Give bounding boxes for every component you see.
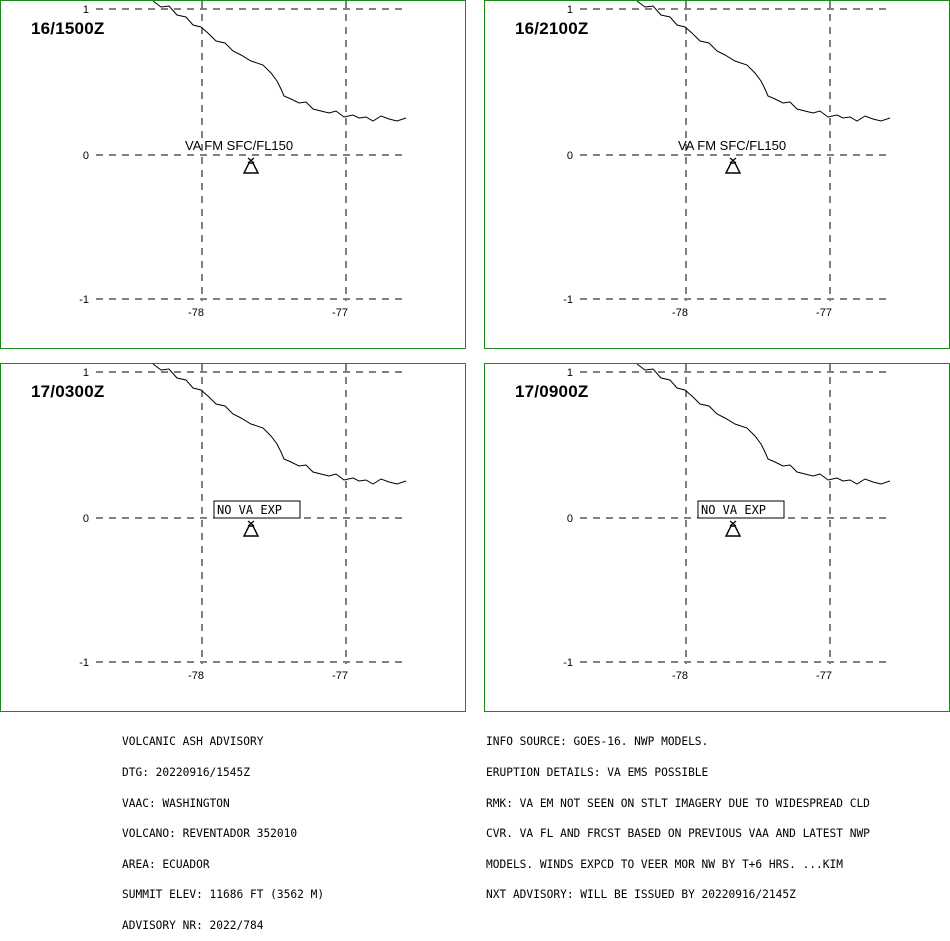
advisory-line: RMK: VA EM NOT SEEN ON STLT IMAGERY DUE … [486, 796, 870, 810]
advisory-line: AREA: ECUADOR [122, 857, 210, 871]
lat-tick-label: -1 [563, 294, 573, 306]
map-panel-2: 1 0 -1 -78 -77 VA FM SFC/FL150 16/2100Z [484, 0, 950, 349]
advisory-line: DTG: 20220916/1545Z [122, 766, 250, 779]
lat-tick-label: 1 [567, 367, 573, 379]
map-panel-3: 1 0 -1 -78 -77 NO VA EXP 17/0300Z [0, 363, 466, 712]
lat-tick-label: -1 [79, 657, 89, 669]
lat-tick-label: 1 [83, 367, 89, 379]
lat-tick-label: 1 [567, 4, 573, 16]
map-canvas: 1 0 -1 -78 -77 NO VA EXP [79, 364, 407, 682]
lon-tick-label: -78 [188, 307, 204, 319]
lat-tick-label: -1 [79, 294, 89, 306]
advisory-line: SUMMIT ELEV: 11686 FT (3562 M) [122, 888, 325, 902]
coastline [152, 364, 407, 485]
valid-time-label: 16/1500Z [31, 19, 105, 38]
volcano-icon [242, 157, 260, 174]
lon-tick-label: -78 [672, 670, 688, 682]
advisory-line: VOLCANIC ASH ADVISORY [122, 735, 264, 749]
no-ash-label: NO VA EXP [701, 503, 766, 517]
advisory-line: ADVISORY NR: 2022/784 [122, 918, 264, 932]
lat-tick-label: 0 [567, 513, 573, 525]
no-ash-label: NO VA EXP [217, 503, 282, 517]
volcano-icon [724, 157, 742, 174]
advisory-line: CVR. VA FL AND FRCST BASED ON PREVIOUS V… [486, 827, 870, 841]
lon-tick-label: -77 [816, 670, 832, 682]
label-box [697, 500, 785, 519]
volcano-icon [242, 520, 260, 537]
lon-tick-label: -77 [332, 670, 348, 682]
ash-forecast-label: VA FM SFC/FL150 [185, 138, 293, 153]
valid-time-label: 16/2100Z [515, 19, 589, 38]
lat-tick-label: -1 [563, 657, 573, 669]
advisory-remarks-block: INFO SOURCE: GOES-16. NWP MODELS. ERUPTI… [486, 717, 870, 911]
lon-tick-label: -77 [332, 307, 348, 319]
coastline [152, 1, 407, 122]
ash-forecast-label: VA FM SFC/FL150 [678, 138, 786, 153]
advisory-line: INFO SOURCE: GOES-16. NWP MODELS. [486, 735, 709, 749]
coastline [636, 364, 891, 485]
lat-tick-label: 0 [83, 150, 89, 162]
lat-tick-label: 0 [567, 150, 573, 162]
valid-time-label: 17/0300Z [31, 382, 105, 401]
valid-time-label: 17/0900Z [515, 382, 589, 401]
coastline [636, 1, 891, 122]
lon-tick-label: -78 [188, 670, 204, 682]
volcano-icon [724, 520, 742, 537]
map-panel-1: 1 0 -1 -78 -77 VA FM SFC/FL150 16/1500Z [0, 0, 466, 349]
advisory-line: NXT ADVISORY: WILL BE ISSUED BY 20220916… [486, 888, 796, 902]
map-canvas: 1 0 -1 -78 -77 NO VA EXP [563, 364, 891, 682]
lat-tick-label: 0 [83, 513, 89, 525]
map-canvas: 1 0 -1 -78 -77 VA FM SFC/FL150 [563, 1, 891, 319]
advisory-header-block: VOLCANIC ASH ADVISORY DTG: 20220916/1545… [122, 717, 324, 941]
map-canvas: 1 0 -1 -78 -77 VA FM SFC/FL150 [79, 1, 407, 319]
lon-tick-label: -77 [816, 307, 832, 319]
advisory-line: VAAC: WASHINGTON [122, 796, 230, 810]
lat-tick-label: 1 [83, 4, 89, 16]
advisory-line: VOLCANO: REVENTADOR 352010 [122, 827, 298, 841]
advisory-line: MODELS. WINDS EXPCD TO VEER MOR NW BY T+… [486, 857, 843, 871]
label-box [213, 500, 301, 519]
map-panel-4: 1 0 -1 -78 -77 NO VA EXP 17/0900Z [484, 363, 950, 712]
lon-tick-label: -78 [672, 307, 688, 319]
advisory-line: ERUPTION DETAILS: VA EMS POSSIBLE [486, 766, 709, 779]
